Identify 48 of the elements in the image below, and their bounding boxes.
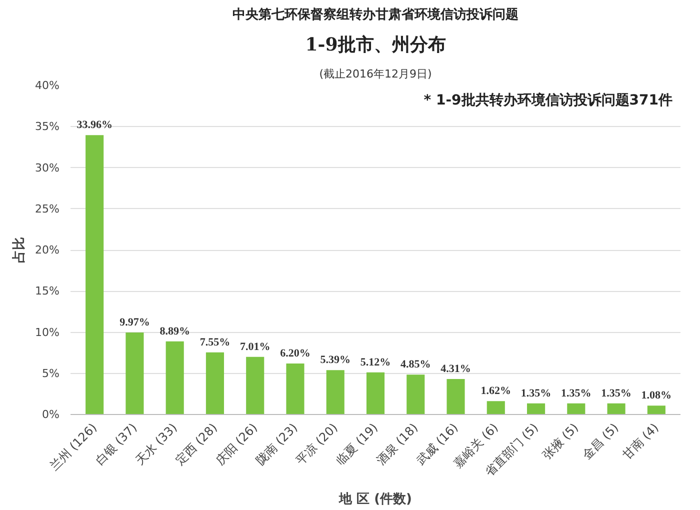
- x-axis-title: 地 区 (件数): [338, 492, 412, 508]
- y-tick-label: 30%: [35, 161, 60, 174]
- y-tick-label: 10%: [35, 326, 60, 339]
- x-tick-label: 张掖 (5): [540, 420, 582, 462]
- bar: [366, 372, 385, 414]
- data-label: 7.01%: [240, 340, 270, 353]
- data-label: 1.35%: [561, 387, 592, 400]
- chart-subtitle: 1-9批市、州分布: [305, 34, 446, 56]
- data-label: 6.20%: [280, 348, 310, 360]
- annotation: * 1-9批共转办环境信访投诉问题371件: [424, 92, 672, 109]
- bar: [567, 403, 586, 414]
- bar: [86, 135, 104, 414]
- bar: [166, 341, 184, 414]
- chart-title: 中央第七环保督察组转办甘肃省环境信访投诉问题: [232, 6, 518, 22]
- data-label: 7.55%: [200, 336, 230, 348]
- y-axis-title: 占比: [12, 237, 28, 263]
- y-tick-label: 0%: [42, 408, 60, 421]
- bar: [246, 356, 264, 414]
- bar: [406, 374, 425, 414]
- bar: [326, 370, 344, 414]
- bar: [486, 401, 505, 414]
- data-label: 4.85%: [400, 358, 431, 371]
- y-tick-label: 40%: [35, 79, 60, 92]
- y-tick-label: 15%: [35, 284, 60, 298]
- y-tick-label: 20%: [35, 244, 60, 256]
- data-label: 4.31%: [440, 363, 471, 376]
- bar: [286, 364, 304, 414]
- data-label: 1.35%: [601, 387, 632, 400]
- data-label: 1.08%: [641, 390, 672, 402]
- data-label: 8.89%: [160, 325, 190, 338]
- y-tick-label: 25%: [35, 202, 60, 216]
- y-tick-label: 5%: [42, 366, 60, 380]
- x-tick-label: 金昌 (5): [580, 420, 622, 462]
- data-label: 5.39%: [320, 354, 350, 366]
- y-tick-label: 35%: [35, 120, 60, 134]
- bar: [206, 352, 224, 414]
- data-label: 1.62%: [480, 385, 512, 398]
- bar: [647, 406, 666, 414]
- bar: [526, 403, 546, 414]
- data-label: 33.96%: [76, 119, 112, 132]
- x-tick-label: 甘南 (4): [620, 420, 662, 462]
- data-label: 9.97%: [120, 316, 150, 328]
- bar: [607, 403, 626, 414]
- data-label: 5.12%: [360, 356, 391, 368]
- bar: [446, 379, 465, 414]
- text: (截止2016年12月9日): [319, 68, 432, 80]
- bar: [126, 332, 144, 414]
- data-label: 1.35%: [520, 387, 552, 400]
